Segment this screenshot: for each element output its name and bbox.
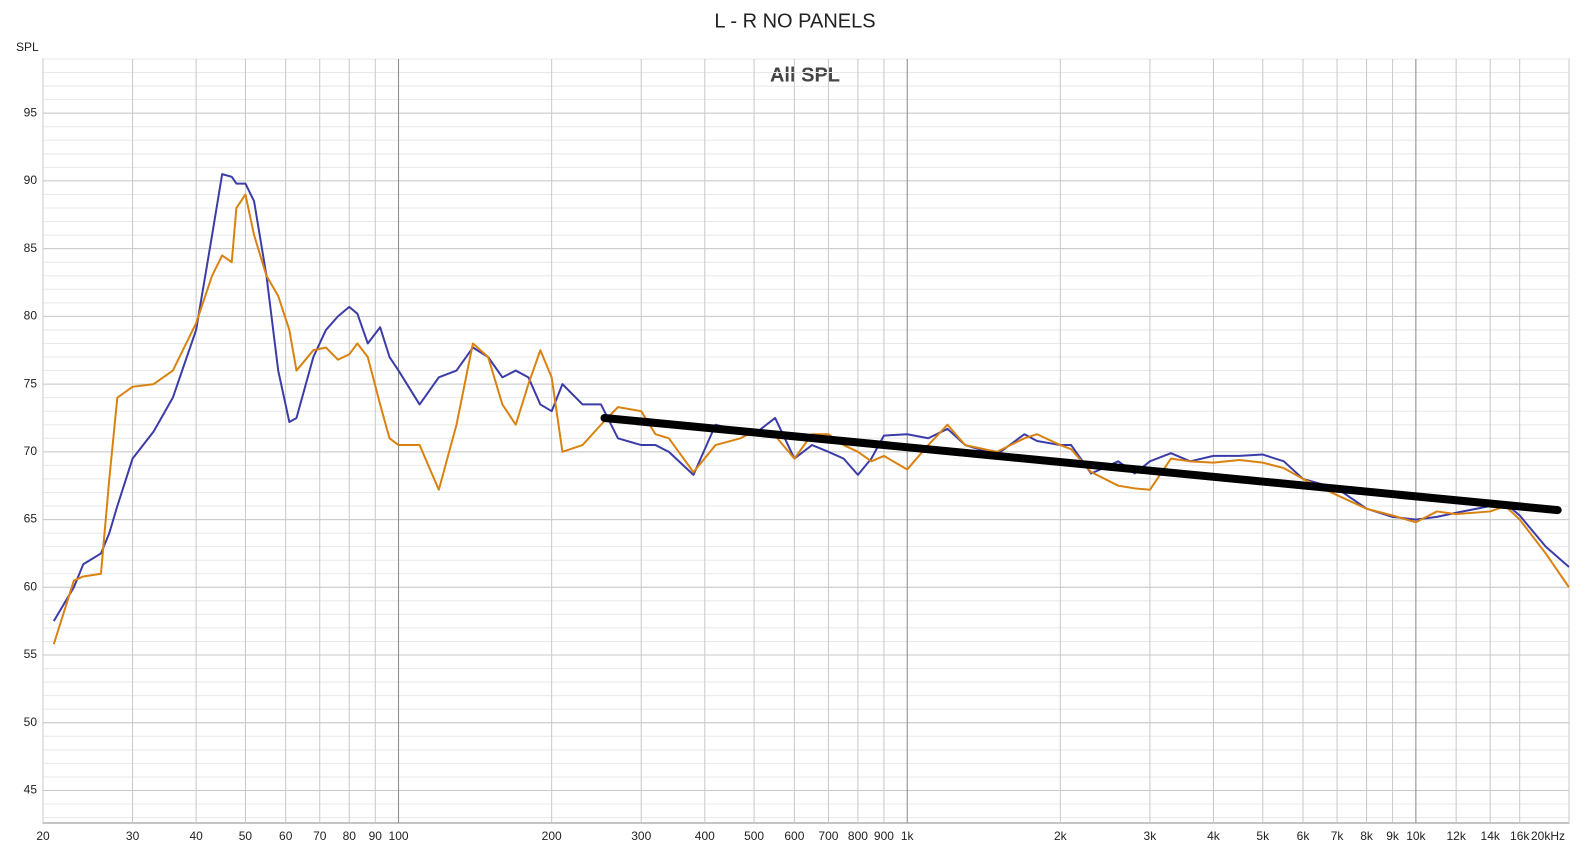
x-tick-label: 300 (631, 829, 651, 843)
x-tick-label: 9k (1386, 829, 1400, 843)
x-tick-label: 90 (369, 829, 383, 843)
series-line (52, 173, 1570, 622)
x-tick-label: 900 (874, 829, 894, 843)
y-tick-label: 50 (24, 715, 38, 729)
x-tick-label: 14k (1481, 829, 1501, 843)
x-tick-label: 60 (279, 829, 293, 843)
grid (42, 58, 1570, 823)
x-tick-label: 700 (818, 829, 838, 843)
x-tick-label: 400 (695, 829, 715, 843)
x-tick-label: 7k (1331, 829, 1345, 843)
x-tick-label: 200 (542, 829, 562, 843)
y-tick-label: 65 (24, 512, 38, 526)
x-tick-label: 500 (744, 829, 764, 843)
x-tick-label: 8k (1360, 829, 1374, 843)
x-tick-label: 600 (784, 829, 804, 843)
x-tick-label: 50 (239, 829, 253, 843)
x-tick-label: 16k (1510, 829, 1530, 843)
x-tick-label: 1k (901, 829, 915, 843)
x-tick-label: 80 (343, 829, 357, 843)
x-tick-label: 30 (126, 829, 140, 843)
y-tick-label: 95 (24, 105, 38, 119)
trend-line (600, 413, 1562, 515)
x-tick-label: 12k (1446, 829, 1466, 843)
chart-title: L - R NO PANELS (714, 10, 875, 32)
x-tick-label: 4k (1207, 829, 1221, 843)
y-tick-label: 80 (24, 309, 38, 323)
x-tick-label: 3k (1144, 829, 1158, 843)
x-tick-label: 5k (1256, 829, 1270, 843)
x-tick-label: 70 (313, 829, 327, 843)
y-tick-label: 90 (24, 173, 38, 187)
y-tick-label: 75 (24, 376, 38, 390)
y-tick-label: 85 (24, 241, 38, 255)
annotation: All SPL (770, 64, 840, 86)
x-tick-label: 10k (1406, 829, 1426, 843)
x-tick-label: 2k (1054, 829, 1068, 843)
x-tick-label: 20 (36, 829, 50, 843)
y-tick-label: 70 (24, 444, 38, 458)
series-line (52, 193, 1570, 645)
x-tick-label: 20kHz (1531, 829, 1565, 843)
x-tick-label: 6k (1297, 829, 1311, 843)
y-tick-label: 60 (24, 579, 38, 593)
x-tick-label: 800 (848, 829, 868, 843)
y-axis-label: SPL (16, 40, 39, 54)
y-tick-label: 45 (24, 783, 38, 797)
x-tick-label: 40 (189, 829, 203, 843)
y-tick-label: 55 (24, 647, 38, 661)
x-tick-label: 100 (389, 829, 409, 843)
